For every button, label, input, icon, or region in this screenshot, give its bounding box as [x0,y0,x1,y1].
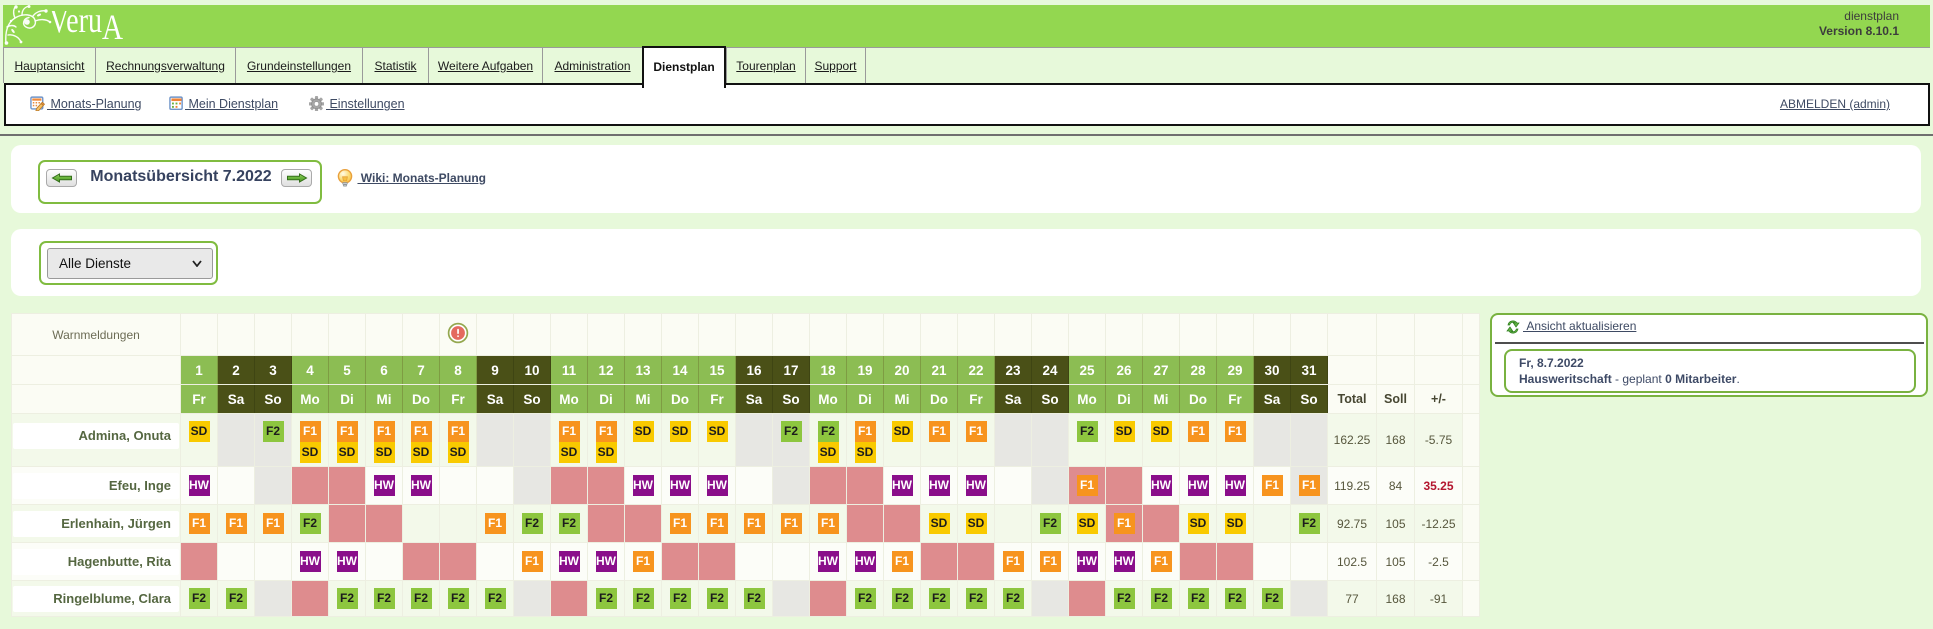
svg-text:Veru: Veru [49,11,102,40]
svg-text:A: A [102,11,123,47]
